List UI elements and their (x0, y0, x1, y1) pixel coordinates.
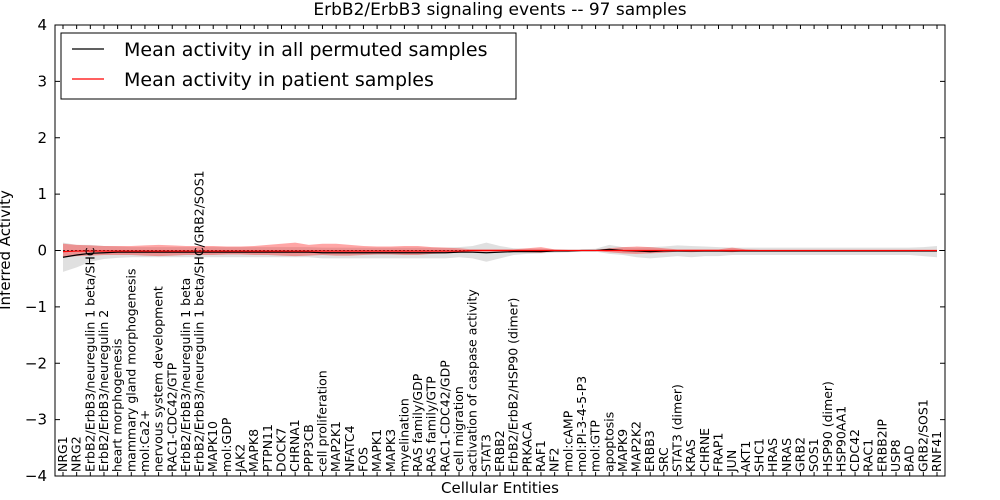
category-label: KRAS (683, 439, 698, 472)
category-label: GRB2/SOS1 (915, 399, 930, 472)
category-label: FRAP1 (711, 433, 726, 472)
x-axis-label: Cellular Entities (441, 479, 559, 497)
category-label: NRAS (779, 438, 794, 472)
category-label: AKT1 (738, 441, 753, 472)
category-label: RAS family/GDP (410, 373, 425, 472)
category-label: CHRNA1 (287, 419, 302, 472)
category-label: SRC (656, 447, 671, 472)
y-axis-label: Inferred Activity (0, 190, 14, 310)
category-label: RAC1-CDC42/GDP (437, 360, 452, 472)
category-label: PPP3CB (301, 424, 316, 472)
category-label: NRG1 (55, 436, 70, 472)
category-label: apoptosis (601, 412, 616, 472)
category-label: myelination (396, 398, 411, 472)
y-tick-label: −4 (25, 467, 47, 485)
category-label: mol:GDP (219, 417, 234, 472)
legend-label-patient: Mean activity in patient samples (124, 69, 434, 91)
category-label: MAPK3 (383, 429, 398, 472)
category-label: ErbB2/ErbB3/neuregulin 1 beta/SHC (82, 247, 97, 472)
category-label: FOS (355, 447, 370, 472)
category-label: NRG2 (69, 436, 84, 472)
legend-box (60, 32, 517, 100)
category-label: NF2 (547, 448, 562, 473)
category-label: MAPK9 (615, 429, 630, 472)
category-label: HSP90AA1 (833, 406, 848, 472)
category-label: HRAS (765, 438, 780, 472)
category-label: activation of caspase activity (465, 289, 480, 472)
axis-ticks: −4 −3 −2 −1 0 1 2 3 4 (25, 16, 945, 485)
legend: Mean activity in all permuted samples Me… (60, 32, 517, 100)
category-label: ErbB2/ErbB3/neuregulin 1 beta/SHC/GRB2/S… (192, 170, 207, 472)
y-tick-label: 3 (37, 72, 47, 90)
category-label: JAK2 (233, 444, 248, 473)
legend-label-permuted: Mean activity in all permuted samples (124, 39, 487, 61)
category-label: RAF1 (533, 440, 548, 472)
y-tick-label: −1 (25, 298, 47, 316)
category-label: PRKACA (519, 422, 534, 472)
category-label: cell proliferation (314, 370, 329, 472)
y-tick-label: 1 (37, 185, 47, 203)
category-label: nervous system development (151, 286, 166, 472)
y-tick-label: 0 (37, 242, 47, 260)
category-label: MAPK1 (369, 429, 384, 472)
category-label: ErbB2/ErbB2/HSP90 (dimer) (506, 298, 521, 472)
category-label: DOCK7 (274, 428, 289, 472)
y-tick-label: 4 (37, 16, 47, 34)
category-label: STAT3 (dimer) (670, 384, 685, 472)
category-label: ERBB2IP (874, 419, 889, 472)
category-label: heart morphogenesis (110, 339, 125, 473)
category-label: SHC1 (751, 438, 766, 472)
category-label: MAP2K2 (629, 421, 644, 472)
category-label: mol:PI-3-4-5-P3 (574, 376, 589, 472)
category-label: mol:Ca2+ (137, 410, 152, 472)
category-label: BAD (902, 445, 917, 472)
category-label: CHRNE (697, 428, 712, 472)
category-label: JUN (724, 450, 739, 473)
category-label: SOS1 (806, 438, 821, 472)
category-label: MAP2K1 (328, 421, 343, 472)
y-tick-label: −3 (25, 411, 47, 429)
category-label: ERBB2 (492, 430, 507, 472)
category-label: CDC42 (847, 429, 862, 472)
category-label: RAC1-CDC42/GTP (164, 362, 179, 472)
category-label: MAPK10 (205, 421, 220, 472)
category-label: GRB2 (792, 437, 807, 472)
category-label: RAS family/GTP (424, 376, 439, 472)
plot-frame (54, 24, 946, 477)
category-label: NFATC4 (342, 425, 357, 472)
chart-title: ErbB2/ErbB3 signaling events -- 97 sampl… (313, 0, 686, 20)
category-label: RNF41 (929, 431, 944, 472)
category-label: PTPN11 (260, 424, 275, 472)
category-label: STAT3 (478, 434, 493, 472)
category-label: ErbB2/ErbB3/neuregulin 2 (96, 310, 111, 472)
patient-mean-line (62, 249, 937, 253)
category-label: mammary gland morphogenesis (123, 269, 138, 472)
category-label: cell migration (451, 386, 466, 472)
category-label: HSP90 (dimer) (820, 381, 835, 472)
y-tick-label: 2 (37, 129, 47, 147)
category-label: mol:cAMP (560, 410, 575, 472)
category-label: MAPK8 (246, 429, 261, 472)
series-lines (62, 248, 937, 258)
category-label: ERBB3 (642, 430, 657, 472)
y-tick-label: −2 (25, 354, 47, 372)
category-label: RAC1 (861, 439, 876, 472)
category-label: ErbB2/ErbB3/neuregulin 1 beta (178, 278, 193, 472)
category-label: mol:GTP (588, 420, 603, 472)
category-label: USP8 (888, 439, 903, 472)
